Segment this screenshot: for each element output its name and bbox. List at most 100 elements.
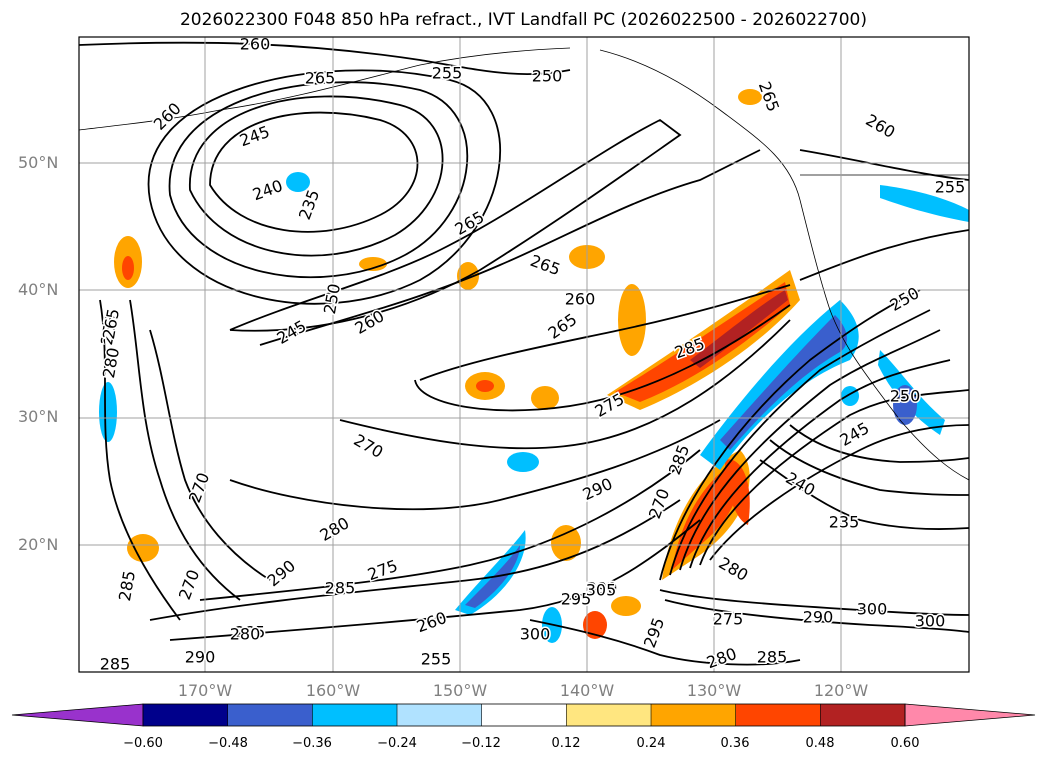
blob-5 <box>476 380 494 392</box>
colorbar-tick-label: −0.60 <box>123 736 163 751</box>
contour-2 <box>209 111 419 233</box>
blob-10 <box>551 525 581 561</box>
colorbar-segment <box>143 704 229 726</box>
contour-label: 235 <box>829 513 860 532</box>
contour-27 <box>799 149 969 181</box>
contour-label: 290 <box>587 579 618 598</box>
contour-19 <box>699 389 969 566</box>
contour-label: 280 <box>230 625 261 644</box>
colorbar-frame <box>142 703 906 727</box>
shade-positive-main-inner <box>615 282 790 402</box>
contour-20 <box>709 424 969 561</box>
colorbar-tick-label: 0.48 <box>805 736 835 751</box>
contour-label: 285 <box>235 623 266 642</box>
contour-label: 285 <box>325 579 356 598</box>
contour-label: 260 <box>565 290 596 309</box>
coastline-west-us <box>799 199 969 481</box>
colorbar-segment <box>397 704 483 726</box>
contour-11 <box>229 419 721 511</box>
blob-8 <box>507 452 539 472</box>
colorbar-segment <box>312 704 398 726</box>
contour-17 <box>679 329 941 571</box>
contour-label: 300 <box>915 612 946 631</box>
contour-label: 285 <box>100 655 131 674</box>
colorbar-dividers <box>227 704 821 726</box>
blob-2 <box>122 256 134 280</box>
contour-label: 290 <box>185 648 216 667</box>
colorbar-segment <box>820 704 906 726</box>
contour-label: 255 <box>935 178 966 197</box>
blob-11 <box>583 611 607 639</box>
colorbar-segment <box>566 704 652 726</box>
colorbar-segments <box>11 703 1036 727</box>
contour-22 <box>664 599 969 633</box>
blob-13 <box>127 534 159 562</box>
colorbar-segment <box>651 704 737 726</box>
blob-3 <box>618 284 646 356</box>
map-frame <box>78 36 970 673</box>
longitude-label: 170°W <box>177 681 233 700</box>
contour-29 <box>129 299 241 601</box>
contour-label: 275 <box>713 610 744 629</box>
contour-6 <box>229 118 682 332</box>
contour-label: 260 <box>240 35 271 54</box>
contour-1 <box>79 41 571 76</box>
contour-5 <box>147 69 501 305</box>
contour-15 <box>659 289 921 581</box>
map-title: 2026022300 F048 850 hPa refract., IVT La… <box>179 10 867 30</box>
colorbar-extend-right <box>904 703 1036 727</box>
contour-18 <box>689 359 951 569</box>
contour-label: 285 <box>757 648 788 667</box>
colorbar-tick-label: 0.36 <box>720 736 750 751</box>
coastline-north <box>79 47 571 131</box>
contour-23 <box>759 459 969 530</box>
contour-9 <box>414 304 791 412</box>
contour-24 <box>769 439 969 496</box>
contour-lines <box>79 41 969 666</box>
colorbar-segment <box>735 704 821 726</box>
contour-21 <box>659 589 969 616</box>
blob-17 <box>359 257 387 271</box>
contour-13 <box>199 449 701 601</box>
contour-label: 290 <box>803 608 834 627</box>
contour-label: 255 <box>432 64 463 83</box>
contour-label: 300 <box>857 600 888 619</box>
colorbar-tick-label: −0.24 <box>377 736 417 751</box>
contour-3 <box>189 95 444 257</box>
colorbar-tick-label: 0.60 <box>890 736 920 751</box>
contour-label: 305 <box>586 581 617 600</box>
colorbar-segment <box>227 704 313 726</box>
contour-30 <box>149 329 271 581</box>
colorbar-tick-label: −0.36 <box>292 736 332 751</box>
longitude-label: 160°W <box>305 681 361 700</box>
coastline-alaska <box>599 49 801 201</box>
contour-label: 255 <box>421 650 452 669</box>
latitude-label: 40°N <box>18 280 59 299</box>
contour-28 <box>99 299 181 621</box>
colorbar-extend-left <box>11 703 144 727</box>
contour-4 <box>168 81 469 279</box>
contour-label: 300 <box>520 625 551 644</box>
blob-15 <box>893 385 917 425</box>
blob-9 <box>286 172 310 192</box>
latitude-label: 30°N <box>18 407 59 426</box>
contour-label: 250 <box>532 67 563 86</box>
colorbar-segment <box>481 704 567 726</box>
blob-16 <box>611 596 641 616</box>
blob-20 <box>841 386 859 406</box>
contour-label: 250 <box>890 387 921 406</box>
latitude-label: 50°N <box>18 153 59 172</box>
contour-16 <box>669 309 931 576</box>
colorbar-tick-label: 0.12 <box>551 736 581 751</box>
contour-label: 295 <box>561 590 592 609</box>
shade-negative-west-inner <box>465 545 520 608</box>
contour-7 <box>259 149 761 346</box>
shade-negative-west <box>455 530 526 615</box>
contour-26 <box>799 229 969 281</box>
blob-14 <box>99 382 117 442</box>
coastlines <box>79 47 969 481</box>
contour-8 <box>419 284 791 381</box>
colorbar-tick-label: −0.12 <box>461 736 501 751</box>
latitude-label: 20°N <box>18 535 59 554</box>
